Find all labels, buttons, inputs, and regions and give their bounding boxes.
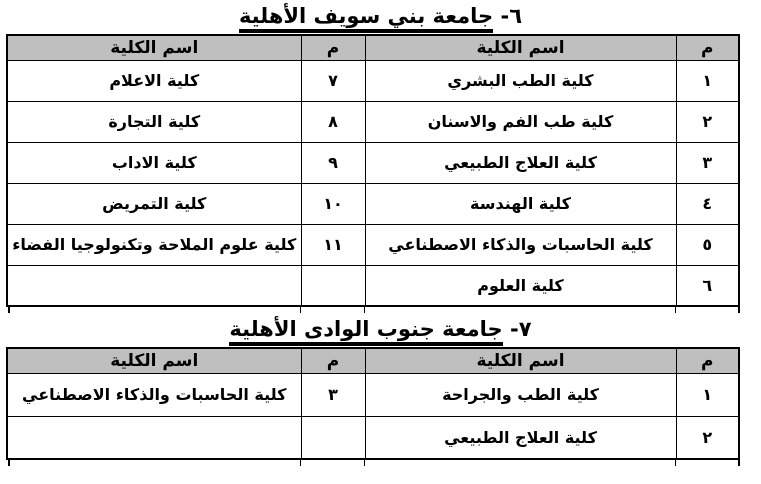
stub-line xyxy=(6,460,300,466)
row-number: ٦ xyxy=(675,264,740,307)
col-header-name-left: اسم الكلية xyxy=(6,347,302,374)
college-name: كلية الحاسبات والذكاء الاصطناعي xyxy=(6,372,302,417)
row-number: ٥ xyxy=(675,223,740,266)
col-header-no-right: م xyxy=(675,347,740,374)
section-title-7: ٧- جامعة جنوب الوادى الأهلية xyxy=(0,313,761,347)
college-name: كلية علوم الملاحة وتكنولوجيا الفضاء xyxy=(6,223,302,266)
col-header-name-left: اسم الكلية xyxy=(6,34,302,61)
college-name: كلية الطب والجراحة xyxy=(364,372,677,417)
section-title-6: ٦- جامعة بني سويف الأهلية xyxy=(0,0,761,33)
college-name: كلية الهندسة xyxy=(364,182,677,225)
college-name: كلية الطب البشري xyxy=(364,59,677,102)
table-row: ٢ كلية طب الفم والاسنان ٨ كلية التجارة xyxy=(6,100,740,143)
table-row: ٤ كلية الهندسة ١٠ كلية التمريض xyxy=(6,182,740,225)
college-name: كلية العلاج الطبيعي xyxy=(364,415,677,460)
row-number: ٣ xyxy=(300,372,366,417)
college-name: كلية العلوم xyxy=(364,264,677,307)
college-name: كلية الاداب xyxy=(6,141,302,184)
stub-line xyxy=(300,307,364,314)
college-name: كلية التمريض xyxy=(6,182,302,225)
table-header-row: م اسم الكلية م اسم الكلية xyxy=(6,34,740,61)
col-header-no-right: م xyxy=(675,34,740,61)
row-number: ٣ xyxy=(675,141,740,184)
college-name: كلية الحاسبات والذكاء الاصطناعي xyxy=(364,223,677,266)
college-name xyxy=(6,264,302,307)
row-number: ٢ xyxy=(675,415,740,460)
col-header-no-left: م xyxy=(300,347,366,374)
row-number: ١١ xyxy=(300,223,366,266)
row-number xyxy=(300,415,366,460)
table-edge-stubs xyxy=(6,460,740,467)
university-section-6: ٦- جامعة بني سويف الأهلية م اسم الكلية م… xyxy=(0,0,761,314)
stub-line xyxy=(364,307,675,314)
table-edge-stubs xyxy=(6,307,740,314)
section-number: ٧- xyxy=(510,317,532,342)
university-name: جامعة جنوب الوادى الأهلية xyxy=(229,317,503,347)
colleges-table-south-valley: م اسم الكلية م اسم الكلية ١ كلية الطب وا… xyxy=(6,347,740,461)
stub-line xyxy=(6,307,300,313)
row-number: ٨ xyxy=(300,100,366,143)
table-row: ٢ كلية العلاج الطبيعي xyxy=(6,415,740,460)
college-name: كلية العلاج الطبيعي xyxy=(364,141,677,184)
row-number xyxy=(300,264,366,307)
table-header-row: م اسم الكلية م اسم الكلية xyxy=(6,347,740,374)
row-number: ١٠ xyxy=(300,182,366,225)
col-header-name-right: اسم الكلية xyxy=(364,347,677,374)
stub-line xyxy=(300,460,364,467)
table-row: ٣ كلية العلاج الطبيعي ٩ كلية الاداب xyxy=(6,141,740,184)
col-header-name-right: اسم الكلية xyxy=(364,34,677,61)
stub-line xyxy=(675,307,738,314)
colleges-table-beni-suef: م اسم الكلية م اسم الكلية ١ كلية الطب ال… xyxy=(6,34,740,308)
row-number: ١ xyxy=(675,59,740,102)
row-number: ٩ xyxy=(300,141,366,184)
col-header-no-left: م xyxy=(300,34,366,61)
section-number: ٦- xyxy=(500,4,523,28)
university-section-7: ٧- جامعة جنوب الوادى الأهلية م اسم الكلي… xyxy=(0,313,761,467)
table-row: ٥ كلية الحاسبات والذكاء الاصطناعي ١١ كلي… xyxy=(6,223,740,266)
row-number: ١ xyxy=(675,372,740,417)
university-name: جامعة بني سويف الأهلية xyxy=(238,4,494,33)
college-name xyxy=(6,415,302,460)
stub-line xyxy=(364,460,675,467)
table-row: ٦ كلية العلوم xyxy=(6,264,740,307)
college-name: كلية طب الفم والاسنان xyxy=(364,100,677,143)
college-name: كلية التجارة xyxy=(6,100,302,143)
stub-line xyxy=(675,460,738,467)
row-number: ٤ xyxy=(675,182,740,225)
college-name: كلية الاعلام xyxy=(6,59,302,102)
table-row: ١ كلية الطب والجراحة ٣ كلية الحاسبات وال… xyxy=(6,372,740,417)
row-number: ٧ xyxy=(300,59,366,102)
row-number: ٢ xyxy=(675,100,740,143)
table-row: ١ كلية الطب البشري ٧ كلية الاعلام xyxy=(6,59,740,102)
